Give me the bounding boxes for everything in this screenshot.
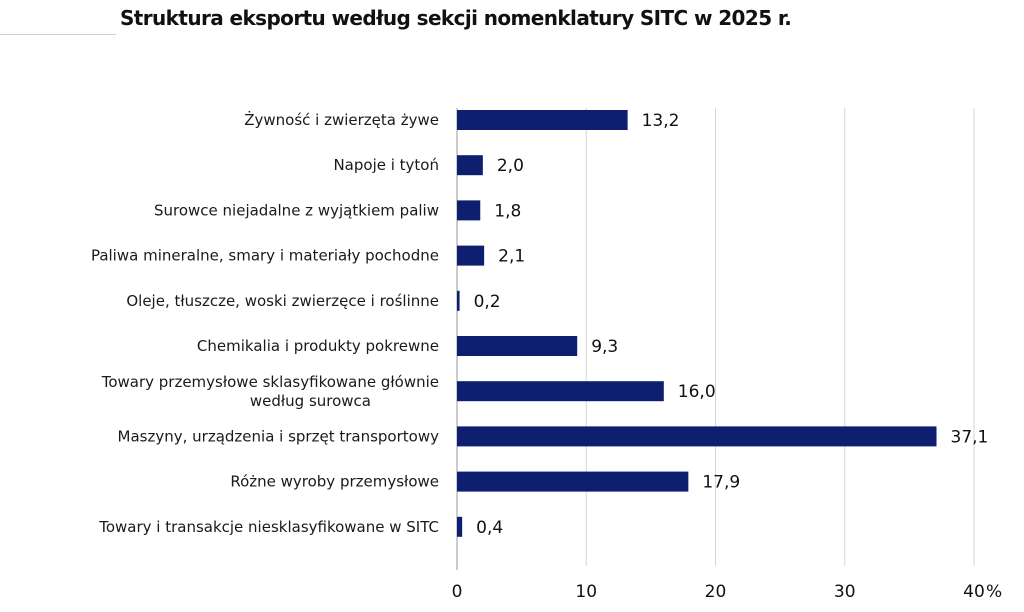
- data-label: 2,1: [498, 247, 525, 267]
- bar: [457, 336, 578, 356]
- bar: [457, 200, 481, 221]
- category-label: Towary i transakcje niesklasyfikowane w …: [98, 518, 439, 536]
- data-label: 13,2: [642, 111, 680, 131]
- bar: [457, 245, 485, 266]
- bar: [457, 155, 483, 176]
- x-unit-label: %: [986, 582, 1002, 602]
- data-label: 2,0: [497, 156, 524, 176]
- category-label: Maszyny, urządzenia i sprzęt transportow…: [118, 427, 440, 445]
- category-label: Chemikalia i produkty pokrewne: [197, 337, 439, 355]
- bar: [457, 290, 460, 311]
- x-tick-label: 10: [575, 582, 597, 602]
- x-tick-label: 30: [834, 582, 856, 602]
- category-label: Oleje, tłuszcze, woski zwierzęce i rośli…: [126, 292, 439, 310]
- data-label: 0,2: [474, 292, 501, 312]
- x-tick-label: 40: [963, 582, 985, 602]
- x-tick-label: 0: [452, 582, 463, 602]
- category-label: Różne wyroby przemysłowe: [230, 473, 439, 491]
- data-label: 0,4: [476, 518, 503, 538]
- x-tick-label: 20: [705, 582, 727, 602]
- bar: [457, 516, 463, 537]
- category-label: Towary przemysłowe sklasyfikowane główni…: [101, 373, 439, 410]
- data-label: 37,1: [951, 427, 989, 447]
- top-rule: [0, 34, 116, 35]
- data-label: 17,9: [702, 473, 740, 493]
- bar: [457, 426, 937, 447]
- bar: [457, 110, 628, 130]
- category-label: Żywność i zwierzęta żywe: [244, 110, 439, 129]
- data-label: 9,3: [591, 337, 618, 357]
- data-label: 16,0: [678, 382, 716, 402]
- bar: [457, 381, 664, 402]
- category-label: Napoje i tytoń: [333, 156, 439, 174]
- category-label: Surowce niejadalne z wyjątkiem paliw: [154, 201, 439, 219]
- data-label: 1,8: [494, 201, 521, 221]
- bar: [457, 471, 689, 492]
- chart-title: Struktura eksportu według sekcji nomenkl…: [120, 6, 792, 30]
- category-label: Paliwa mineralne, smary i materiały poch…: [91, 247, 439, 265]
